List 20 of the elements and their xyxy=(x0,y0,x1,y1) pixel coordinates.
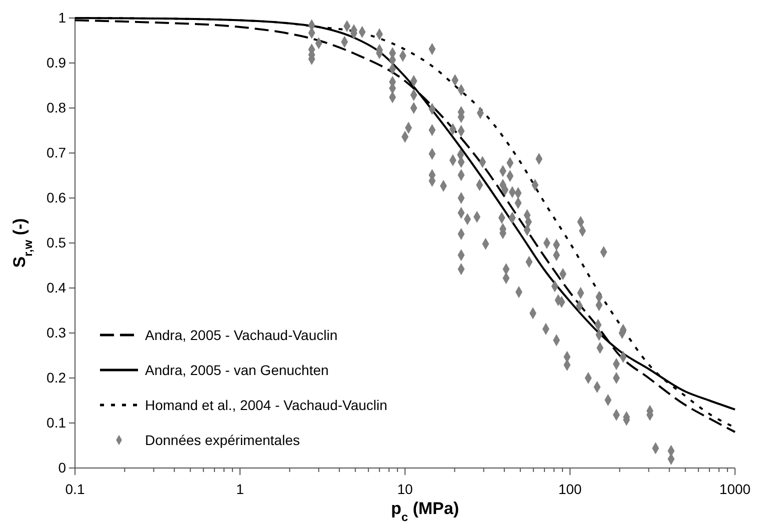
x-tick-label: 1 xyxy=(236,480,244,497)
legend-label: Andra, 2005 - Vachaud-Vauclin xyxy=(145,327,338,343)
legend-label: Andra, 2005 - van Genuchten xyxy=(145,362,329,378)
y-tick-label: 0.7 xyxy=(46,144,66,160)
x-tick-label: 100 xyxy=(558,480,582,497)
x-tick-label: 10 xyxy=(397,480,413,497)
y-tick-label: 0.5 xyxy=(46,234,66,250)
y-tick-label: 0.4 xyxy=(46,279,66,296)
legend-label: Homand et al., 2004 - Vachaud-Vauclin xyxy=(145,397,388,413)
legend-label: Données expérimentales xyxy=(145,432,300,448)
y-tick-label: 0.6 xyxy=(46,189,66,206)
y-tick-label: 0.8 xyxy=(46,99,66,116)
y-tick-label: 0.9 xyxy=(46,54,66,70)
x-tick-label: 1000 xyxy=(719,480,751,497)
y-tick-label: 0 xyxy=(58,459,66,476)
y-tick-label: 0.1 xyxy=(46,414,66,430)
y-tick-label: 1 xyxy=(58,9,66,26)
y-tick-label: 0.2 xyxy=(46,369,66,386)
x-axis-title: p$_{c}$ (MPa) xyxy=(390,499,460,524)
y-tick-label: 0.3 xyxy=(46,324,66,340)
